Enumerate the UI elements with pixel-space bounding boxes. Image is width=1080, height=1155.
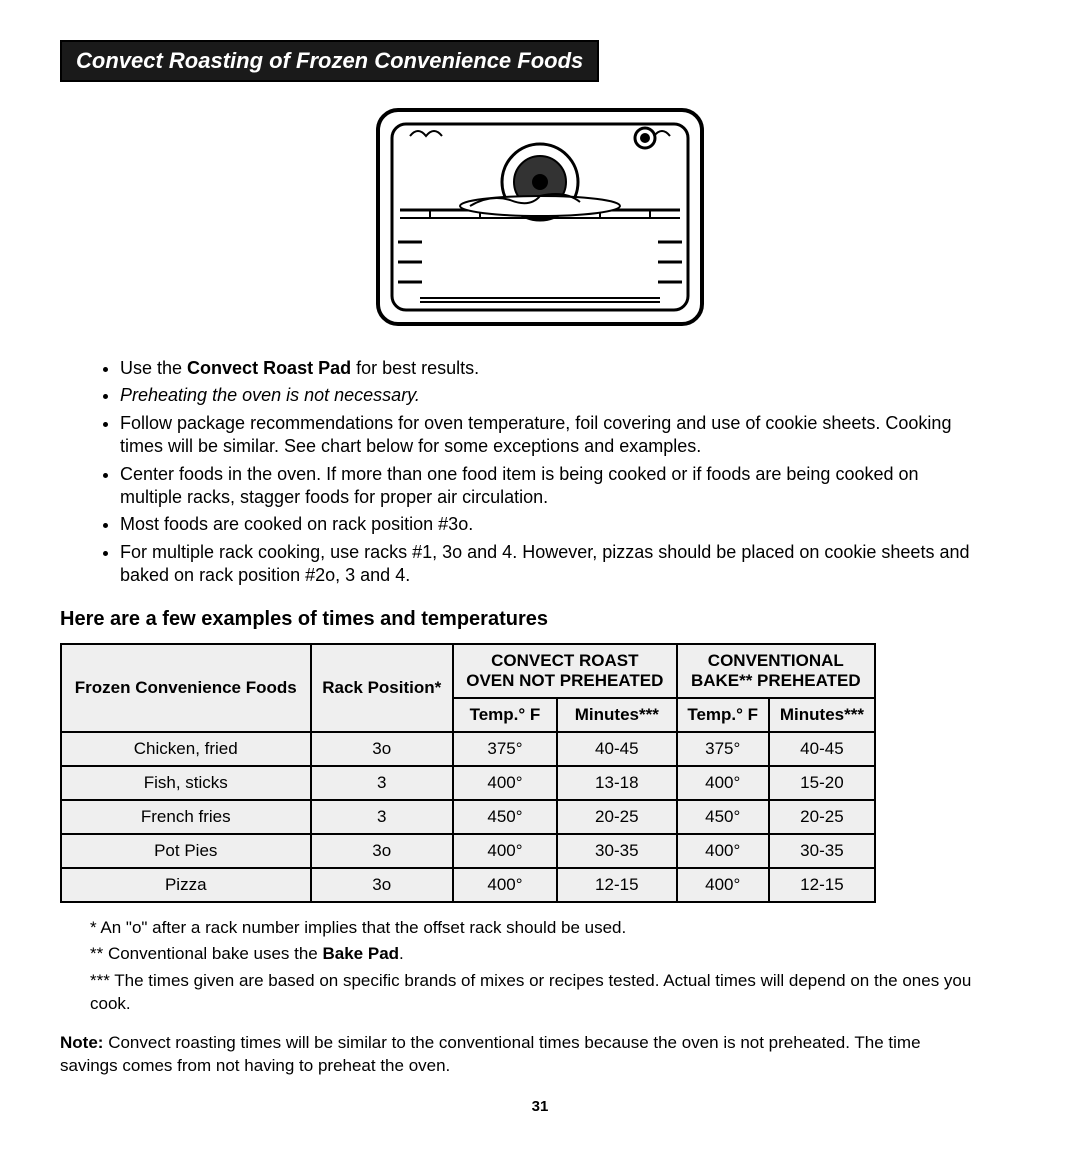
th-convect-min: Minutes*** — [557, 698, 677, 732]
th-conventional-label: CONVENTIONAL — [708, 651, 844, 670]
page-number: 31 — [60, 1098, 1020, 1115]
note-label: Note: — [60, 1033, 103, 1052]
cell-convect-temp: 400° — [453, 766, 557, 800]
table-row: Pot Pies3o400°30-35400°30-35 — [61, 834, 875, 868]
oven-illustration — [60, 102, 1020, 337]
cell-bake-temp: 400° — [677, 766, 769, 800]
table-row: French fries3450°20-25450°20-25 — [61, 800, 875, 834]
th-food: Frozen Convenience Foods — [61, 644, 311, 732]
th-convect-sub: OVEN NOT PREHEATED — [466, 671, 663, 690]
cell-bake-temp: 400° — [677, 834, 769, 868]
cell-bake-min: 12-15 — [769, 868, 875, 902]
cell-food: Fish, sticks — [61, 766, 311, 800]
cell-bake-min: 30-35 — [769, 834, 875, 868]
table-row: Fish, sticks3400°13-18400°15-20 — [61, 766, 875, 800]
footnote: ** Conventional bake uses the Bake Pad. — [90, 943, 980, 966]
cell-convect-min: 13-18 — [557, 766, 677, 800]
cell-rack: 3o — [311, 732, 453, 766]
cell-convect-temp: 375° — [453, 732, 557, 766]
th-group-convect: CONVECT ROAST OVEN NOT PREHEATED — [453, 644, 677, 698]
cell-convect-min: 20-25 — [557, 800, 677, 834]
cell-convect-temp: 450° — [453, 800, 557, 834]
cell-bake-min: 40-45 — [769, 732, 875, 766]
instruction-bullet: Use the Convect Roast Pad for best resul… — [120, 357, 980, 380]
footnote: *** The times given are based on specifi… — [90, 970, 980, 1016]
table-footnotes: * An "o" after a rack number implies tha… — [90, 917, 980, 1017]
cell-rack: 3 — [311, 766, 453, 800]
cell-convect-temp: 400° — [453, 868, 557, 902]
oven-svg — [370, 102, 710, 332]
th-group-conventional: CONVENTIONAL BAKE** PREHEATED — [677, 644, 875, 698]
times-temperatures-table: Frozen Convenience Foods Rack Position* … — [60, 643, 876, 903]
th-rack: Rack Position* — [311, 644, 453, 732]
th-convect-temp: Temp.° F — [453, 698, 557, 732]
cell-food: Chicken, fried — [61, 732, 311, 766]
cell-rack: 3o — [311, 868, 453, 902]
footnote: * An "o" after a rack number implies tha… — [90, 917, 980, 940]
note-text: Convect roasting times will be similar t… — [60, 1033, 921, 1075]
examples-heading: Here are a few examples of times and tem… — [60, 608, 1020, 631]
table-row: Pizza3o400°12-15400°12-15 — [61, 868, 875, 902]
cell-convect-min: 12-15 — [557, 868, 677, 902]
cell-bake-min: 15-20 — [769, 766, 875, 800]
instruction-bullet: Center foods in the oven. If more than o… — [120, 463, 980, 510]
cell-food: Pizza — [61, 868, 311, 902]
cell-bake-temp: 375° — [677, 732, 769, 766]
cell-food: Pot Pies — [61, 834, 311, 868]
section-title-banner: Convect Roasting of Frozen Convenience F… — [60, 40, 599, 82]
cell-food: French fries — [61, 800, 311, 834]
instruction-bullet: Preheating the oven is not necessary. — [120, 384, 980, 407]
cell-rack: 3 — [311, 800, 453, 834]
cell-bake-temp: 400° — [677, 868, 769, 902]
note-paragraph: Note: Convect roasting times will be sim… — [60, 1032, 980, 1078]
th-conventional-sub: BAKE** PREHEATED — [691, 671, 861, 690]
cell-bake-temp: 450° — [677, 800, 769, 834]
cell-convect-temp: 400° — [453, 834, 557, 868]
instruction-bullets: Use the Convect Roast Pad for best resul… — [80, 357, 980, 588]
th-bake-temp: Temp.° F — [677, 698, 769, 732]
instruction-bullet: Follow package recommendations for oven … — [120, 412, 980, 459]
th-bake-min: Minutes*** — [769, 698, 875, 732]
table-row: Chicken, fried3o375°40-45375°40-45 — [61, 732, 875, 766]
instruction-bullet: For multiple rack cooking, use racks #1,… — [120, 541, 980, 588]
cell-convect-min: 40-45 — [557, 732, 677, 766]
cell-bake-min: 20-25 — [769, 800, 875, 834]
cell-rack: 3o — [311, 834, 453, 868]
th-convect-label: CONVECT ROAST — [491, 651, 638, 670]
cell-convect-min: 30-35 — [557, 834, 677, 868]
instruction-bullet: Most foods are cooked on rack position #… — [120, 513, 980, 536]
